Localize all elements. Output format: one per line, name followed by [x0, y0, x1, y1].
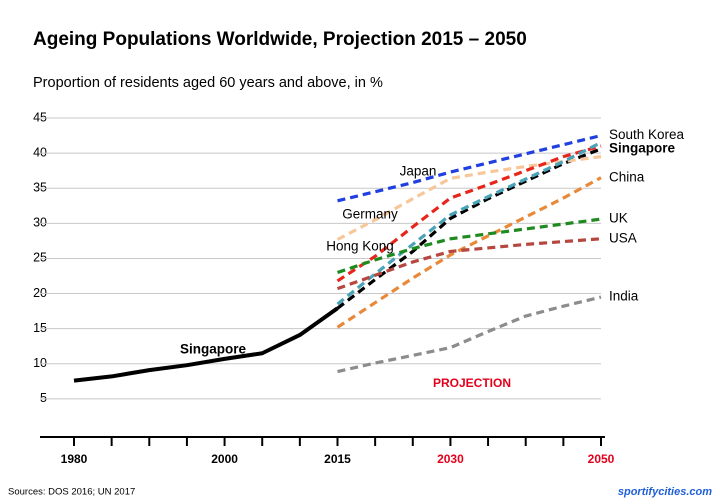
- series-label: Japan: [400, 164, 437, 179]
- y-tick-label: 35: [33, 181, 47, 195]
- series-line: [336, 176, 602, 329]
- chart-title: Ageing Populations Worldwide, Projection…: [33, 29, 527, 50]
- source-note: Sources: DOS 2016; UN 2017: [8, 487, 135, 498]
- y-tick-label: 20: [33, 286, 47, 300]
- series-label: Hong Kong: [326, 239, 394, 254]
- series-label: South Korea: [609, 127, 685, 142]
- y-tick-label: 10: [33, 356, 47, 370]
- x-tick-label: 2015: [324, 452, 351, 466]
- projection-annotation: PROJECTION: [433, 376, 511, 390]
- series-line: [336, 141, 602, 306]
- x-tick-label: 1980: [61, 452, 88, 466]
- y-tick-label: 15: [33, 321, 47, 335]
- series-line: [336, 155, 602, 241]
- series-label: Singapore: [180, 342, 247, 357]
- y-tick-label: 40: [33, 145, 47, 159]
- series-line: [336, 237, 602, 291]
- series-line: [73, 306, 339, 383]
- series-label: China: [609, 169, 645, 184]
- chart-subtitle: Proportion of residents aged 60 years an…: [33, 75, 383, 91]
- series-label: Singapore: [609, 140, 676, 155]
- y-tick-label: 45: [33, 110, 47, 124]
- series-label: India: [609, 289, 639, 304]
- x-tick-label: 2030: [437, 452, 464, 466]
- series-label: USA: [609, 230, 637, 245]
- series-line: [336, 147, 602, 310]
- y-tick-label: 30: [33, 216, 47, 230]
- series-line: [337, 295, 602, 374]
- y-tick-label: 25: [33, 251, 47, 265]
- series-line: [336, 144, 602, 283]
- x-tick-label: 2050: [588, 452, 615, 466]
- series-line: [337, 134, 602, 203]
- credit: sportifycities.com: [618, 486, 712, 498]
- x-tick-label: 2000: [211, 452, 238, 466]
- series-line: [336, 217, 602, 275]
- series-label: Germany: [342, 207, 398, 222]
- series-label: UK: [609, 211, 628, 226]
- y-tick-label: 5: [40, 391, 47, 405]
